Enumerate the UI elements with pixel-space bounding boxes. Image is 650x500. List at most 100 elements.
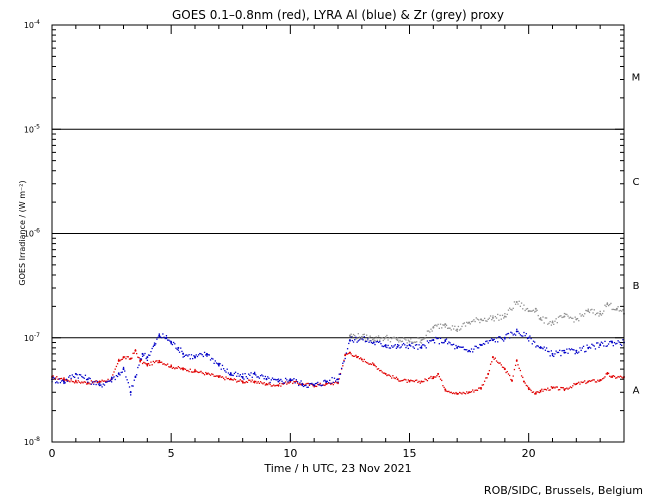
data-point [103, 380, 106, 382]
data-point [196, 355, 199, 358]
data-point [70, 377, 72, 380]
data-point [469, 350, 471, 353]
data-point [537, 345, 539, 347]
data-point [379, 339, 381, 341]
data-point [463, 322, 466, 324]
data-point [199, 371, 201, 373]
data-point [436, 375, 438, 377]
data-point [293, 381, 295, 383]
data-point [386, 346, 388, 349]
data-point [124, 356, 126, 358]
data-point [404, 378, 406, 381]
data-point [512, 307, 514, 309]
data-point [512, 375, 514, 377]
data-point [276, 384, 278, 386]
data-point [387, 344, 389, 347]
data-point [569, 386, 572, 388]
data-point [161, 361, 163, 363]
data-point [242, 373, 244, 375]
data-point [406, 342, 408, 344]
data-point [517, 330, 519, 333]
data-point [393, 336, 395, 338]
data-point [479, 343, 481, 346]
data-point [500, 364, 502, 366]
data-point [138, 356, 140, 359]
data-point [200, 353, 202, 355]
data-point [125, 376, 127, 378]
data-point [548, 350, 550, 353]
data-point [77, 377, 79, 379]
data-point [419, 341, 421, 343]
data-point [60, 380, 63, 382]
x-tick-label: 10 [283, 447, 297, 460]
data-point [612, 308, 614, 311]
data-point [352, 333, 355, 336]
data-point [129, 357, 132, 360]
data-point [522, 376, 524, 379]
data-point [177, 349, 180, 351]
data-point [187, 369, 189, 372]
data-point [493, 338, 495, 341]
data-point [527, 310, 530, 313]
data-point [550, 350, 553, 352]
data-point [153, 361, 156, 364]
data-point [208, 354, 210, 356]
data-point [354, 339, 356, 341]
data-point [218, 365, 220, 367]
data-point [174, 368, 176, 370]
data-point [287, 381, 289, 383]
data-point [107, 380, 109, 382]
data-point [246, 377, 249, 380]
data-point [389, 341, 392, 343]
data-point [146, 356, 149, 359]
data-point [512, 334, 514, 336]
data-point [606, 372, 609, 374]
data-point [175, 367, 177, 369]
data-point [368, 336, 370, 339]
data-point [253, 372, 256, 375]
data-point [584, 351, 586, 353]
data-point [355, 338, 357, 340]
data-point [295, 379, 297, 381]
data-point [321, 384, 324, 386]
data-point [523, 304, 525, 306]
data-point [348, 339, 351, 342]
data-point [72, 381, 75, 383]
data-point [60, 377, 63, 380]
data-point [487, 372, 490, 375]
data-point [366, 361, 368, 364]
data-point [169, 366, 171, 368]
y-tick-label: 10-7 [24, 332, 40, 343]
data-point [481, 384, 483, 386]
data-point [507, 332, 510, 335]
data-point [570, 317, 573, 319]
data-point [190, 371, 193, 373]
data-point [362, 360, 364, 363]
data-point [457, 393, 460, 395]
data-point [518, 367, 520, 369]
data-point [363, 336, 365, 338]
data-point [98, 380, 101, 383]
data-point [305, 384, 307, 387]
data-point [192, 357, 194, 360]
data-point [554, 320, 556, 322]
data-point [584, 380, 586, 382]
data-point [376, 339, 379, 342]
data-point [510, 378, 512, 381]
data-point [209, 359, 212, 361]
data-point [294, 380, 296, 383]
data-point [52, 376, 54, 379]
data-point [230, 372, 232, 374]
data-point [170, 340, 172, 343]
data-point [420, 339, 423, 342]
data-point [432, 376, 435, 379]
data-point [522, 308, 524, 310]
data-point [76, 374, 78, 376]
data-point [611, 341, 614, 344]
data-point [586, 344, 588, 346]
data-point [226, 368, 228, 370]
data-point [106, 381, 108, 383]
data-point [338, 373, 340, 375]
data-point [500, 337, 502, 340]
